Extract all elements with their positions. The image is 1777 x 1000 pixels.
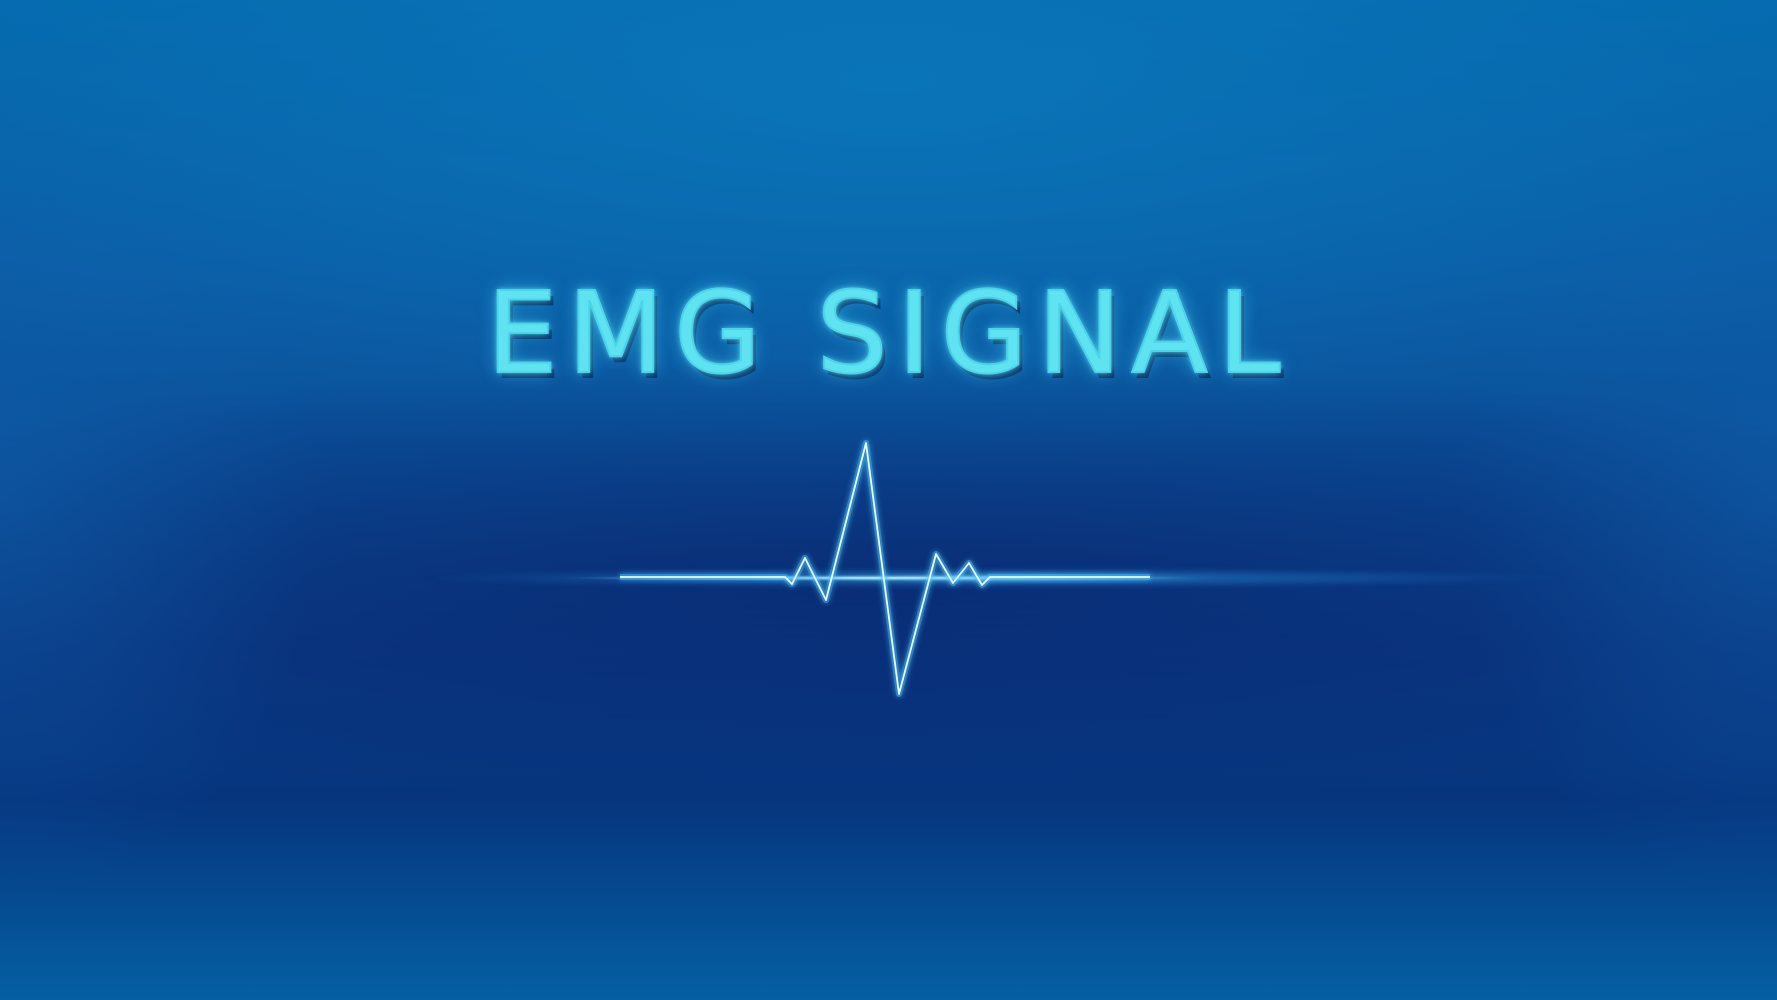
banner-title: EMG SIGNAL <box>486 269 1291 399</box>
pulse-glow-stroke <box>620 440 1150 697</box>
pulse-core-stroke <box>620 442 1150 695</box>
signal-baseline-core <box>560 575 1200 581</box>
